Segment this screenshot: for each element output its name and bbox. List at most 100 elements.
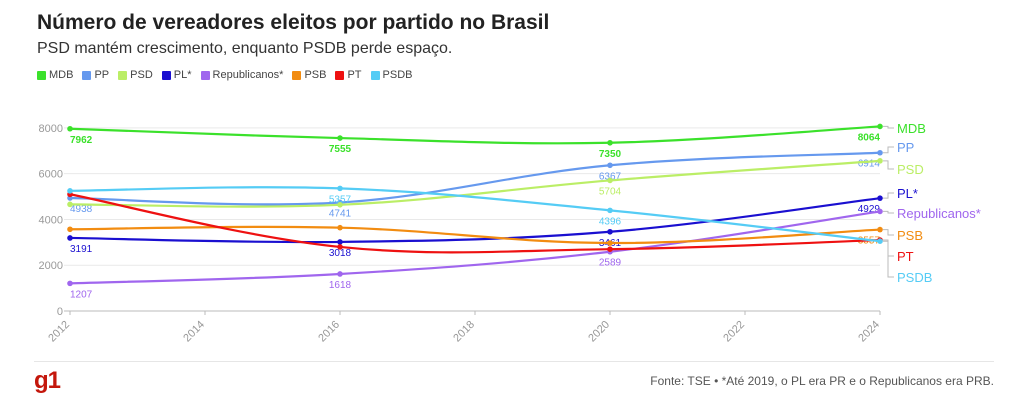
y-tick-label: 8000 [39,123,63,135]
data-label: 4938 [70,204,93,215]
data-point [67,125,73,132]
data-label: 4929 [858,204,881,215]
legend-item: PSB [292,69,326,81]
source-note: Fonte: TSE • *Até 2019, o PL era PR e o … [650,374,994,388]
label-leader-line [883,160,894,170]
data-label: 3191 [70,244,93,255]
data-label: 5357 [329,194,352,205]
data-point [877,195,883,201]
data-point [607,246,613,252]
y-tick-label: 0 [57,306,63,318]
data-point [607,228,613,235]
legend-swatch [335,70,345,80]
data-label: 7555 [329,144,352,155]
label-leader-line [883,146,894,154]
y-tick-label: 6000 [39,169,63,181]
legend-label: Republicanos* [212,69,284,81]
data-point [337,271,343,277]
series-line [68,197,882,244]
legend-item: PT [335,69,362,81]
legend-label: MDB [49,69,74,81]
legend-swatch [370,70,380,80]
legend-item: PP [82,69,109,81]
chart-legend: MDB PP PSD PL* Republicanos* PSB PT PSDB [37,69,413,81]
legend-item: PL* [161,69,192,81]
legend-label: PP [94,69,110,81]
data-point [67,188,73,194]
series-end-label: PSB [897,228,923,243]
data-point [877,208,883,215]
legend-swatch [37,70,46,80]
data-point [607,207,613,214]
data-point [877,123,883,130]
y-tick-label: 2000 [39,260,63,272]
data-label: 3018 [329,248,352,259]
data-point [877,238,883,244]
series-line [68,151,882,206]
data-point [337,239,343,245]
data-point [877,158,883,164]
data-point [337,185,343,192]
data-label: 7962 [70,135,93,146]
x-tick-label: 2018 [451,319,477,345]
series-end-label: PP [897,140,914,155]
chart-title: Número de vereadores eleitos por partido… [37,11,550,34]
x-tick-label: 2016 [316,319,342,345]
label-leader-line [883,240,894,278]
series-end-label: PSDB [897,270,932,285]
legend-swatch [200,70,210,80]
data-point [67,280,73,287]
label-leader-line [883,229,894,236]
data-point [337,201,343,208]
data-label: 8064 [858,132,881,143]
series-end-label: PSD [897,162,924,177]
series-end-label: PT [897,249,914,264]
legend-label: PSB [304,69,327,81]
data-point [67,226,73,233]
legend-label: PL* [173,69,192,81]
series-line [68,225,882,245]
legend-item: PSDB [370,69,413,81]
legend-item: Republicanos* [200,69,284,81]
x-tick-label: 2014 [181,319,207,345]
data-label: 1618 [329,280,352,291]
chart-subtitle: PSD mantém crescimento, enquanto PSDB pe… [37,40,453,57]
label-leader-line [883,192,894,199]
legend-swatch [118,70,128,80]
y-tick-label: 4000 [39,214,63,226]
data-point [607,139,613,146]
x-tick-label: 2024 [856,319,882,345]
data-point [337,135,343,141]
legend-label: PT [347,69,362,81]
legend-swatch [292,70,302,80]
series-end-label: MDB [897,121,926,136]
legend-swatch [161,70,171,80]
series-line [68,186,882,243]
data-point [337,244,343,250]
data-label: 4741 [329,208,352,219]
data-point [67,235,73,241]
data-point [607,240,613,246]
x-tick-label: 2022 [721,319,747,345]
data-label: 6914 [858,159,881,170]
legend-item: MDB [37,69,73,81]
label-leader-line [883,125,894,129]
data-label: 1207 [70,289,93,300]
series-end-label: Republicanos* [897,206,981,221]
data-point [877,226,883,233]
legend-label: PSD [130,69,153,81]
label-leader-line [883,210,894,214]
legend-item: PSD [118,69,153,81]
series-end-label: PL* [897,186,918,201]
data-label: 2589 [599,258,622,269]
g1-logo: g1 [34,367,61,394]
x-tick-label: 2020 [586,319,612,345]
data-point [607,177,613,184]
legend-label: PSDB [382,69,413,81]
data-label: 7350 [599,149,622,160]
series-line [68,210,882,285]
footer-divider [34,361,994,362]
data-point [877,149,883,156]
data-point [337,224,343,231]
